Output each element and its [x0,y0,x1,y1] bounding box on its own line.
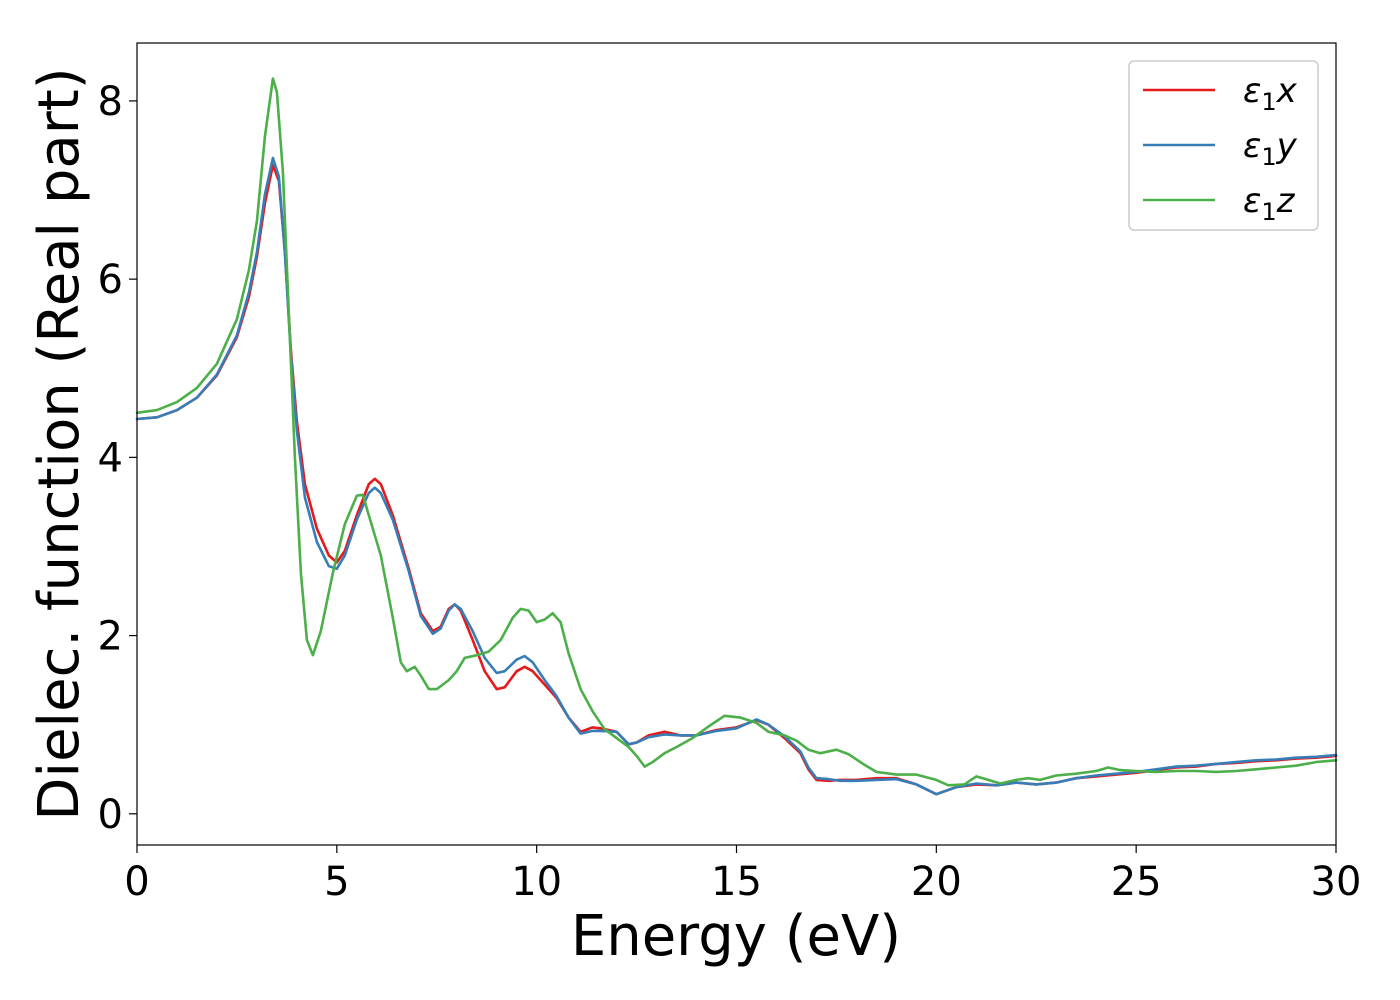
legend-label-base: ε [1243,71,1261,111]
legend-label-subscript: 1 [1261,88,1276,116]
x-tick-label: 0 [124,859,149,905]
legend-label-axis: z [1276,181,1296,221]
legend-label-subscript: 1 [1261,198,1276,226]
y-axis-ticks: 0 2 4 6 8 [98,79,137,838]
y-tick-label: 6 [98,257,123,303]
x-tick-label: 30 [1311,859,1362,905]
y-tick-label: 0 [98,792,123,838]
legend-label-axis: x [1276,71,1298,111]
legend-label: ε1x [1243,71,1298,116]
legend-frame [1128,60,1319,231]
x-tick-label: 15 [711,859,762,905]
legend-label: ε1z [1243,181,1296,226]
x-tick-label: 5 [324,859,349,905]
y-tick-label: 8 [98,79,123,125]
legend-label-subscript: 1 [1261,143,1276,171]
legend-label-axis: y [1276,126,1298,166]
series-line-3 [135,77,1338,787]
x-axis-ticks: 0 5 10 15 20 25 30 [124,845,1361,905]
series-lines [135,77,1338,796]
legend-label: ε1y [1243,126,1298,171]
y-axis-label: Dielec. function (Real part) [27,67,92,820]
series-line-2 [135,156,1338,796]
y-tick-label: 2 [98,614,123,660]
x-tick-label: 20 [911,859,962,905]
legend-label-base: ε [1243,126,1261,166]
legend-label-base: ε [1243,181,1261,221]
x-tick-label: 25 [1111,859,1162,905]
x-tick-label: 10 [511,859,562,905]
x-axis-label: Energy (eV) [571,904,901,969]
y-tick-label: 4 [98,435,123,481]
